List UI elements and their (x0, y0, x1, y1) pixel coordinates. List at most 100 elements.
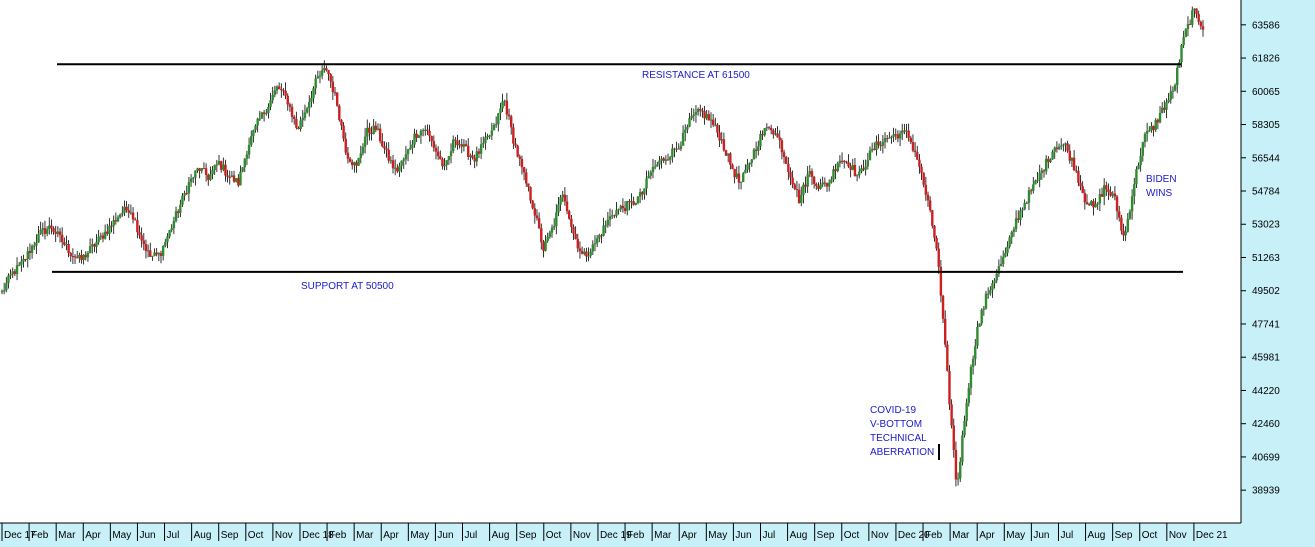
candle-body (48, 225, 51, 230)
candle-body (782, 152, 786, 158)
candle-body (479, 144, 483, 154)
candle-body (172, 221, 176, 229)
candle-body (1195, 8, 1198, 15)
candle-body (43, 228, 47, 234)
candle-body (643, 188, 646, 195)
x-tick-label: Feb (925, 530, 943, 541)
candle-body (926, 194, 930, 201)
candle-body (832, 169, 835, 180)
candle-body (28, 251, 32, 254)
candle-body (424, 129, 427, 131)
candle-body (675, 148, 678, 150)
candle-body (789, 171, 792, 178)
candle-body (217, 161, 221, 165)
candle-body (668, 157, 672, 160)
candle-body (595, 238, 599, 244)
candle-body (896, 134, 900, 139)
candle-body (391, 160, 395, 169)
candle-body (724, 150, 728, 156)
candle-body (1137, 165, 1140, 170)
candle-body (982, 308, 986, 310)
candle-body (1182, 37, 1185, 46)
plot-area (0, 0, 1241, 523)
candle-body (484, 137, 487, 144)
candle-body (711, 119, 715, 125)
candle-body (26, 251, 29, 260)
candle-body (924, 184, 928, 195)
x-tick-label: Oct (1142, 530, 1158, 541)
candle-body (1060, 145, 1063, 147)
candle-body (1098, 194, 1102, 204)
candle-body (439, 156, 442, 160)
candle-body (342, 125, 345, 139)
candle-body (344, 138, 347, 153)
candle-body (802, 184, 805, 195)
candle-body (1165, 102, 1168, 110)
candle-body (784, 157, 788, 164)
candle-body (808, 171, 812, 175)
candle-body (986, 293, 990, 295)
candle-body (744, 169, 747, 174)
candle-body (127, 210, 130, 213)
candle-body (1109, 191, 1112, 196)
candle-body (948, 370, 951, 405)
annotation-text: ABERRATION (870, 447, 934, 458)
candle-body (331, 81, 335, 93)
candle-body (1126, 218, 1130, 232)
candle-body (1019, 210, 1022, 220)
candle-body (60, 234, 64, 243)
candle-body (1152, 125, 1155, 131)
candle-body (1062, 144, 1065, 146)
candle-body (271, 94, 274, 101)
candle-body (129, 212, 133, 214)
candle-body (978, 323, 981, 327)
candle-body (1075, 170, 1078, 172)
candle-body (1068, 150, 1071, 161)
candle-body (621, 205, 625, 209)
candle-body (1036, 179, 1039, 181)
candle-body (707, 114, 711, 121)
candle-body (58, 231, 62, 235)
candle-body (834, 169, 837, 172)
candle-body (69, 252, 72, 257)
candle-body (389, 160, 393, 162)
annotation-text: BIDEN (1146, 174, 1177, 185)
candle-body (170, 228, 173, 231)
candle-body (518, 156, 521, 159)
candle-body (742, 173, 745, 182)
candle-body (1049, 159, 1052, 163)
candle-body (718, 132, 721, 141)
x-tick-label: Apr (979, 530, 995, 541)
candle-body (761, 134, 764, 136)
candle-body (879, 145, 882, 147)
candle-body (179, 204, 182, 214)
candle-body (1006, 246, 1009, 254)
candle-body (939, 266, 943, 296)
candle-body (45, 229, 49, 234)
candle-body (651, 166, 655, 173)
x-tick-label: Sep (817, 530, 835, 541)
candle-body (123, 206, 126, 213)
candle-body (1087, 204, 1091, 206)
candle-body (619, 205, 622, 210)
candle-body (1188, 23, 1192, 25)
y-axis-band (1241, 0, 1315, 523)
candle-body (15, 265, 19, 274)
candle-body (1025, 202, 1029, 204)
candle-body (888, 137, 891, 139)
candle-body (316, 76, 320, 79)
candle-body (956, 478, 960, 480)
candle-body (106, 231, 109, 234)
candle-body (974, 345, 977, 359)
candle-body (578, 248, 582, 252)
candle-body (202, 168, 206, 170)
candle-body (151, 255, 154, 257)
candle-body (1040, 170, 1044, 174)
candle-body (131, 212, 135, 220)
candle-body (378, 128, 382, 142)
candle-body (1051, 151, 1054, 160)
candle-body (1184, 29, 1188, 38)
candle-body (593, 243, 597, 245)
candle-body (239, 171, 242, 186)
y-tick-label: 40699 (1252, 452, 1280, 463)
